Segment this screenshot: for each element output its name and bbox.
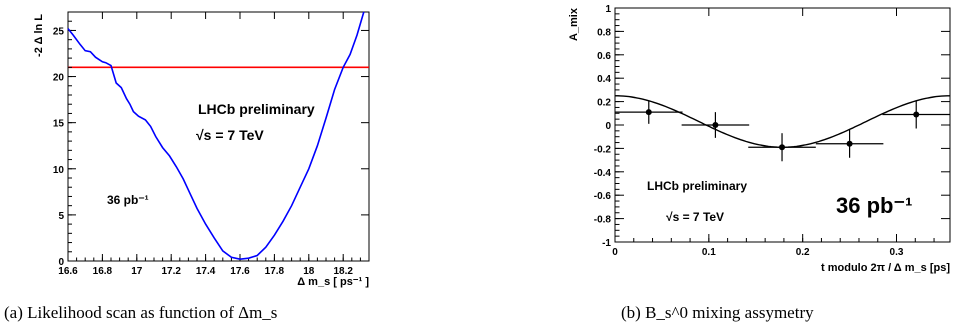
data-point [779, 144, 786, 151]
data-point [712, 122, 719, 128]
y-tick-label-b: 0.6 [597, 51, 611, 62]
y-tick-label-b: -0.4 [594, 168, 612, 179]
y-tick-label-b: -1 [602, 238, 611, 249]
y-tick-label-a: 20 [53, 73, 65, 84]
energy-label-a: √s = 7 TeV [196, 127, 264, 143]
y-tick-label-a: 5 [58, 211, 64, 222]
x-tick-label-a: 18 [303, 266, 315, 277]
lhcb-label-b: LHCb preliminary [647, 179, 747, 193]
xlabel-b: t modulo 2π / Δ m_s [ps] [821, 262, 950, 274]
mixing-asymmetry-chart: 0 0.1 0.2 0.3 -1 -0.8 -0.6 -0.4 -0.2 0 0.2 0.4 0.6 0.… [568, 4, 951, 274]
x-tick-label-b: 0.3 [890, 247, 904, 258]
x-tick-label-a: 16.6 [58, 266, 78, 277]
x-tick-label-a: 17.4 [196, 266, 216, 277]
x-tick-label-b: 0 [612, 247, 618, 258]
y-tick-label-b: 0.2 [597, 98, 611, 109]
y-tick-label-b: 0 [605, 121, 611, 132]
lumi-label-a: 36 pb⁻¹ [107, 193, 149, 207]
y-tick-label-a: 25 [53, 26, 65, 37]
x-tick-label-a: 18.2 [333, 266, 353, 277]
ylabel-a: -2 Δ ln L [33, 14, 45, 57]
x-tick-label-a: 17 [131, 266, 143, 277]
x-tick-label-b: 0.2 [796, 247, 810, 258]
caption-a: (a) Likelihood scan as function of Δm_s [4, 303, 277, 322]
energy-label-b: √s = 7 TeV [666, 210, 724, 224]
y-tick-label-b: 0.4 [597, 74, 611, 85]
x-tick-label-a: 17.2 [161, 266, 181, 277]
y-tick-label-b: 1 [605, 4, 611, 15]
y-tick-label-b: -0.6 [594, 191, 612, 202]
ticks-b: 0 0.1 0.2 0.3 -1 -0.8 -0.6 -0.4 -0.2 0 0.2 0.4 0.6 0.… [594, 4, 950, 258]
y-tick-label-a: 10 [53, 165, 65, 176]
y-tick-label-b: -0.8 [594, 215, 612, 226]
data-points [615, 100, 950, 162]
xlabel-a: Δ m_s [ ps⁻¹ ] [297, 276, 369, 288]
lhcb-label-a: LHCb preliminary [198, 101, 315, 117]
caption-b: (b) B_s^0 mixing assymetry [621, 303, 814, 322]
x-tick-label-a: 16.8 [93, 266, 113, 277]
lumi-label-b: 36 pb⁻¹ [836, 193, 912, 218]
data-point [645, 109, 652, 116]
ylabel-b: A_mix [568, 7, 580, 41]
data-point [846, 140, 853, 147]
x-tick-label-a: 17.8 [265, 266, 285, 277]
likelihood-curve [67, 11, 365, 261]
y-tick-label-b: 0.8 [597, 27, 611, 38]
plot-frame-a [67, 11, 370, 262]
y-tick-label-a: 15 [53, 119, 65, 130]
y-tick-label-a: 0 [58, 257, 64, 268]
data-point [913, 111, 920, 118]
ticks-a: 16.6 16.8 17 17.2 17.4 17.6 17.8 18 18.2 0 5 10 15 20… [53, 11, 370, 277]
x-tick-label-a: 17.6 [230, 266, 250, 277]
likelihood-scan-chart: 16.6 16.8 17 17.2 17.4 17.6 17.8 18 18.2 0 5 10 15 20… [33, 11, 370, 288]
y-tick-label-b: -0.2 [594, 144, 612, 155]
x-tick-label-b: 0.1 [702, 247, 716, 258]
